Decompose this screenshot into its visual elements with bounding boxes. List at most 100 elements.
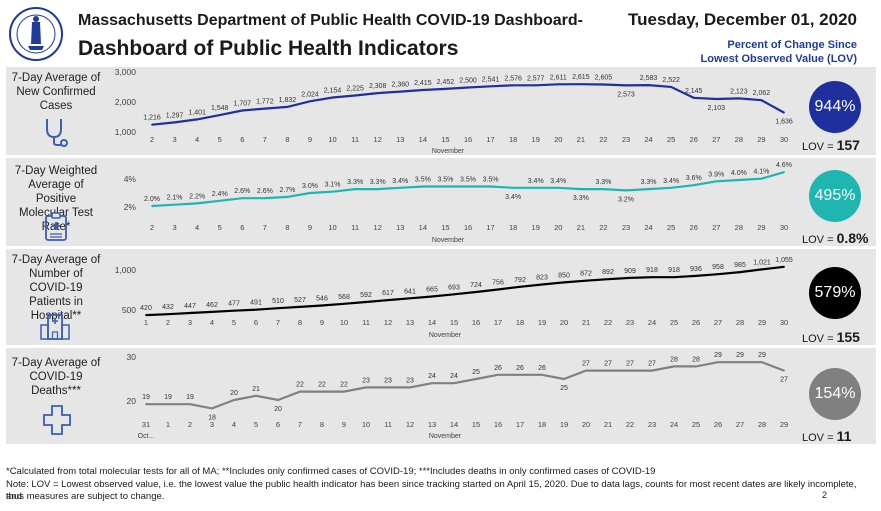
- deaths-panel: 7-Day Average of COVID-19 Deaths*** 30 20…: [6, 348, 876, 444]
- x-tick-label: 22: [626, 420, 634, 429]
- x-axis-month-label: November: [429, 332, 462, 339]
- x-tick-label: 9: [320, 318, 324, 327]
- stethoscope-icon: [46, 119, 68, 147]
- data-point: [715, 98, 718, 100]
- hospital-chart: 1,000 500 420 1 432 2 447 3 462 4 477 5 491 6 510 7 527 8…: [115, 257, 793, 339]
- x-tick-label: 29: [757, 135, 765, 144]
- x-tick-label: 14: [419, 135, 427, 144]
- data-label: 510: [272, 298, 284, 305]
- data-label: 1,707: [234, 100, 252, 107]
- data-point: [534, 84, 537, 87]
- data-point: [673, 276, 675, 279]
- data-point: [277, 307, 279, 310]
- x-tick-label: 24: [670, 420, 678, 429]
- data-label: 918: [646, 267, 658, 274]
- data-label: 3.3%: [370, 179, 386, 186]
- data-point: [286, 196, 289, 198]
- data-label: 2.1%: [167, 195, 183, 202]
- x-tick-label: 6: [240, 223, 244, 232]
- data-label: 2,452: [437, 79, 455, 86]
- data-point: [467, 86, 469, 89]
- data-label: 23: [362, 377, 370, 384]
- data-point: [692, 184, 695, 187]
- data-label: 641: [404, 288, 416, 295]
- positivity-chart: 4% 2% 2.0% 2 2.1% 3 2.2% 4 2.4% 5 2.6% 6 2.6% 7 2.7% 8 3…: [124, 162, 792, 244]
- data-point: [421, 89, 424, 91]
- x-tick-label: 11: [362, 318, 370, 327]
- data-label: 3.4%: [505, 194, 521, 201]
- data-label: 568: [338, 294, 350, 301]
- data-point: [563, 378, 565, 380]
- data-point: [579, 83, 582, 86]
- data-point: [431, 295, 433, 298]
- x-axis-month-label: November: [432, 237, 465, 244]
- hospital-pct-change-badge: 579%: [809, 267, 861, 319]
- data-label: 24: [450, 373, 458, 380]
- deaths-lov-value: 11: [836, 428, 852, 444]
- data-label: 2,154: [324, 88, 342, 95]
- data-label: 26: [538, 365, 546, 372]
- data-point: [602, 83, 605, 86]
- hospital-icon: [40, 314, 70, 340]
- data-label: 22: [296, 382, 304, 389]
- y-tick-label: 20: [127, 396, 137, 406]
- data-label: 3.3%: [573, 195, 589, 202]
- data-point: [512, 84, 515, 87]
- cases-pct-change: 944%: [814, 98, 856, 115]
- data-point: [241, 109, 244, 112]
- data-point: [365, 386, 367, 389]
- x-tick-label: 18: [516, 318, 524, 327]
- data-label: 3.2%: [618, 196, 634, 203]
- data-point: [737, 179, 740, 181]
- data-point: [647, 84, 650, 86]
- data-label: 2,103: [708, 105, 726, 112]
- data-label: 665: [426, 286, 438, 293]
- data-label: 3.5%: [415, 177, 431, 184]
- data-label: 792: [514, 277, 526, 284]
- data-label: 2,573: [617, 91, 635, 98]
- hospital-label: 7-Day Average of Number of COVID-19 Pati…: [11, 254, 101, 322]
- x-tick-label: 21: [604, 420, 612, 429]
- data-label: 1,772: [256, 99, 274, 106]
- data-point: [376, 188, 379, 190]
- data-point: [321, 390, 323, 393]
- data-label: 20: [274, 406, 282, 413]
- data-label: 3.4%: [528, 178, 544, 185]
- data-label: 3.3%: [595, 179, 611, 186]
- data-point: [151, 205, 153, 207]
- series-line: [145, 265, 785, 317]
- deaths-lov-label: LOV =: [802, 432, 834, 444]
- x-tick-label: 12: [384, 318, 392, 327]
- data-label: 25: [472, 369, 480, 376]
- x-tick-label: 17: [486, 223, 494, 232]
- x-tick-label: 24: [648, 318, 656, 327]
- data-point: [299, 306, 301, 308]
- percent-change-header: Percent of Change Since Lowest Observed …: [657, 38, 858, 66]
- dashboard-title: Massachusetts Department of Public Healt…: [78, 12, 583, 29]
- data-label: 3.4%: [550, 178, 566, 185]
- data-point: [444, 185, 447, 188]
- positivity-panel: 7-Day Weighted Average of Positive Molec…: [6, 158, 876, 246]
- data-point: [167, 403, 169, 406]
- data-point: [760, 177, 763, 180]
- positivity-lov-label: LOV =: [802, 234, 834, 246]
- data-point: [321, 304, 323, 307]
- x-tick-label: 26: [690, 223, 698, 232]
- x-tick-label: 2: [166, 318, 170, 327]
- data-label: 2,522: [662, 77, 680, 84]
- data-point: [625, 189, 627, 192]
- data-point: [602, 188, 605, 190]
- x-tick-label: 24: [644, 223, 652, 232]
- data-point: [255, 394, 257, 397]
- x-tick-label: 14: [450, 420, 458, 429]
- data-label: 29: [736, 352, 744, 359]
- data-label: 527: [294, 297, 306, 304]
- data-point: [541, 283, 543, 286]
- x-tick-label: 17: [494, 318, 502, 327]
- data-label: 1,832: [279, 97, 297, 104]
- x-tick-label: 12: [406, 420, 414, 429]
- cases-chart: 3,000 2,000 1,000 1,216 2 1,297 3 1,401 4 1,548 5 1…: [115, 67, 793, 155]
- data-point: [431, 382, 433, 385]
- x-tick-label: 13: [428, 420, 436, 429]
- x-tick-label: 19: [560, 420, 568, 429]
